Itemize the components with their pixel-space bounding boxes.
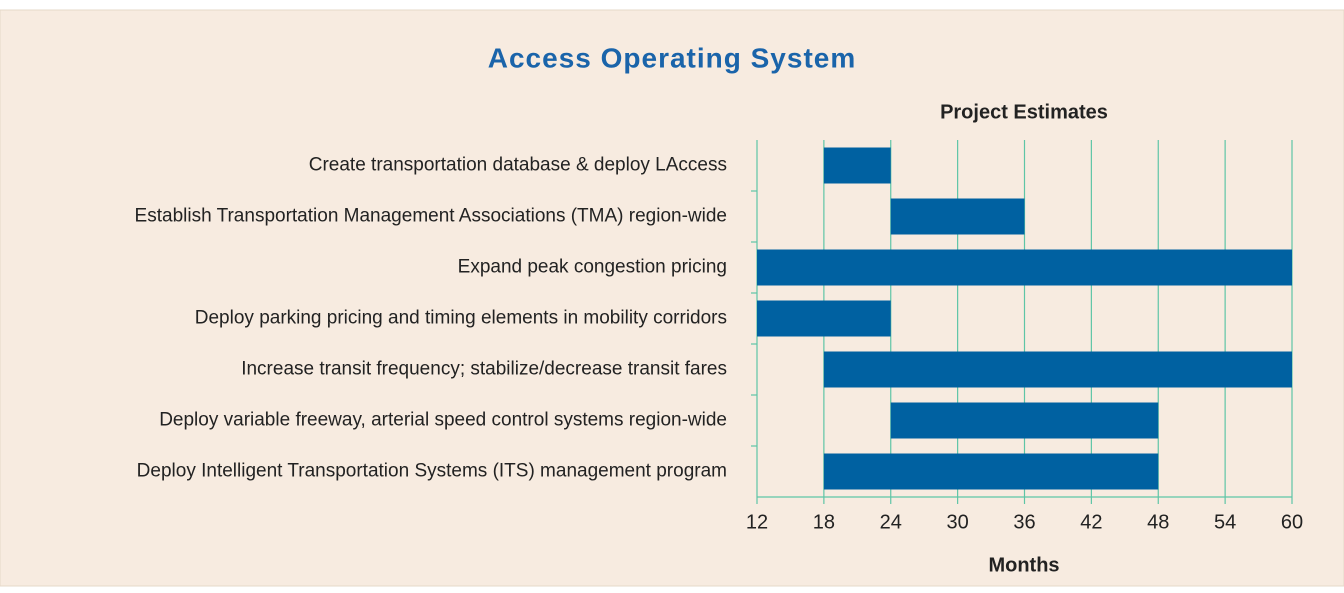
chart-subtitle: Project Estimates [940,101,1108,123]
bar [890,402,1159,439]
y-tick-label: Establish Transportation Management Asso… [135,206,727,227]
y-tick-label: Deploy parking pricing and timing elemen… [195,308,727,329]
y-tick-label: Deploy Intelligent Transportation System… [137,461,727,482]
y-tick-label: Expand peak congestion pricing [458,257,727,278]
bar [823,147,891,184]
x-tick-label: 36 [1013,511,1035,533]
y-tick-label: Deploy variable freeway, arterial speed … [159,410,727,431]
x-axis-label: Months [988,554,1059,576]
bar [823,453,1159,490]
x-tick-label: 54 [1214,511,1236,533]
x-tick-label: 30 [947,511,969,533]
x-tick-label: 42 [1080,511,1102,533]
x-tick-label: 24 [880,511,902,533]
bar [823,351,1292,388]
x-tick-label: 60 [1281,511,1303,533]
x-tick-label: 12 [746,511,768,533]
y-tick-label: Increase transit frequency; stabilize/de… [241,359,727,380]
panel [0,9,1344,587]
x-tick-label: 18 [813,511,835,533]
y-tick-label: Create transportation database & deploy … [309,155,727,176]
bar [757,300,891,337]
x-tick-label: 48 [1147,511,1169,533]
bar [890,198,1025,235]
bar [757,249,1292,286]
chart-title: Access Operating System [488,42,857,73]
